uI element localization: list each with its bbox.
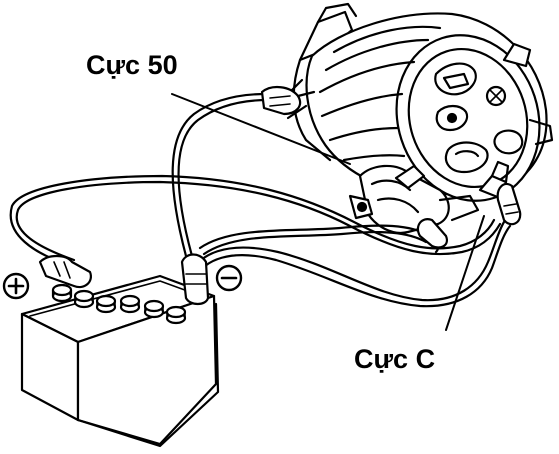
battery [20, 253, 220, 448]
cables [9, 86, 512, 331]
starter-motor [284, 2, 554, 234]
terminal-50-label: Cực 50 [86, 50, 178, 80]
minus-sign-icon [215, 264, 243, 292]
plus-sign-icon [2, 272, 30, 300]
terminal-c-label: Cực C [354, 344, 436, 374]
